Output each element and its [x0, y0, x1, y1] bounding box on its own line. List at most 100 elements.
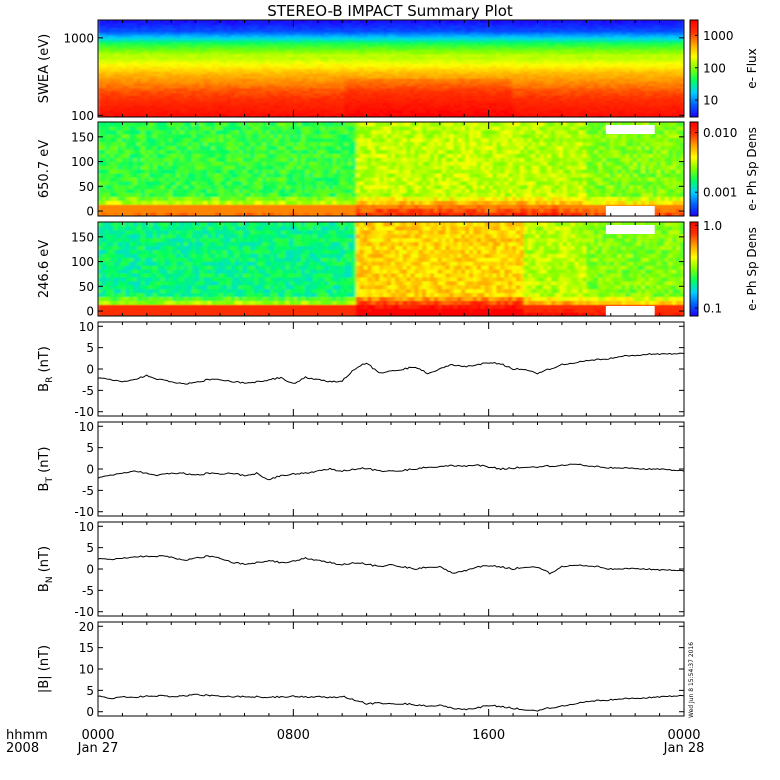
heatmap-cell: [512, 100, 517, 104]
heatmap-cell: [664, 109, 669, 113]
heatmap-cell: [449, 90, 455, 94]
heatmap-cell: [258, 97, 263, 101]
heatmap-cell: [570, 51, 576, 55]
heatmap-cell: [207, 75, 212, 79]
heatmap-cell: [527, 56, 533, 60]
heatmap-cell: [101, 114, 107, 117]
heatmap-cell: [340, 100, 345, 104]
heatmap-cell: [375, 41, 380, 45]
heatmap-cell: [449, 114, 455, 117]
heatmap-cell: [617, 39, 623, 43]
heatmap-cell: [465, 46, 470, 50]
heatmap-cell: [215, 85, 220, 89]
heatmap-cell: [543, 102, 548, 106]
heatmap-cell: [211, 63, 216, 67]
heatmap-cell: [324, 109, 330, 113]
heatmap-cell: [668, 97, 673, 101]
heatmap-cell: [433, 70, 439, 74]
heatmap-cell: [129, 109, 134, 113]
heatmap-cell: [133, 92, 138, 96]
heatmap-cell: [500, 73, 505, 77]
heatmap-cell: [172, 109, 177, 113]
heatmap-cell: [160, 68, 166, 72]
heatmap-cell: [512, 61, 517, 65]
heatmap-cell: [258, 87, 263, 91]
heatmap-cell: [617, 85, 623, 89]
heatmap-cell: [371, 56, 376, 60]
heatmap-cell: [144, 100, 150, 104]
heatmap-cell: [398, 36, 404, 40]
heatmap-cell: [172, 61, 177, 65]
heatmap-cell: [418, 36, 423, 40]
heatmap-cell: [211, 70, 216, 74]
heatmap-cell: [195, 102, 201, 106]
heatmap-cell: [269, 95, 275, 99]
heatmap-cell: [660, 39, 666, 43]
heatmap-cell: [473, 87, 478, 91]
heatmap-cell: [574, 66, 580, 70]
heatmap-cell: [203, 36, 208, 40]
heatmap-cell: [262, 75, 267, 79]
heatmap-cell: [129, 100, 134, 104]
heatmap-cell: [437, 107, 443, 111]
heatmap-cell: [359, 46, 365, 50]
heatmap-cell: [371, 80, 376, 84]
heatmap-cell: [558, 104, 564, 108]
heatmap-cell: [453, 104, 459, 108]
heatmap-cell: [144, 51, 150, 55]
heatmap-cell: [644, 58, 650, 62]
heatmap-cell: [160, 112, 166, 116]
heatmap-cell: [605, 58, 611, 62]
heatmap-cell: [551, 100, 556, 104]
heatmap-cell: [105, 85, 111, 89]
heatmap-cell: [375, 39, 380, 43]
heatmap-cell: [383, 78, 388, 82]
heatmap-cell: [289, 102, 294, 106]
heatmap-cell: [355, 44, 361, 48]
heatmap-cell: [598, 51, 603, 55]
heatmap-cell: [676, 46, 681, 50]
heatmap-cell: [621, 97, 626, 101]
heatmap-cell: [594, 87, 599, 91]
heatmap-cell: [668, 102, 673, 106]
heatmap-cell: [621, 53, 626, 57]
heatmap-cell: [453, 70, 459, 74]
heatmap-cell: [301, 80, 306, 84]
heatmap-cell: [98, 97, 103, 101]
heatmap-cell: [504, 46, 509, 50]
heatmap-cell: [461, 46, 466, 50]
heatmap-cell: [273, 80, 279, 84]
heatmap-cell: [148, 56, 154, 60]
heatmap-cell: [531, 56, 537, 60]
heatmap-cell: [519, 97, 525, 101]
heatmap-cell: [484, 44, 490, 48]
heatmap-cell: [281, 104, 287, 108]
heatmap-cell: [269, 70, 275, 74]
heatmap-cell: [273, 56, 279, 60]
heatmap-cell: [160, 78, 166, 82]
heatmap-cell: [383, 53, 388, 57]
heatmap-cell: [629, 41, 634, 45]
heatmap-cell: [305, 112, 310, 116]
heatmap-cell: [617, 80, 623, 84]
heatmap-cell: [449, 36, 455, 40]
heatmap-cell: [601, 61, 607, 65]
heatmap-cell: [641, 97, 646, 101]
heatmap-cell: [668, 56, 673, 60]
heatmap-cell: [344, 92, 349, 96]
heatmap-cell: [578, 85, 584, 89]
heatmap-cell: [285, 95, 291, 99]
heatmap-cell: [590, 109, 595, 113]
heatmap-cell: [351, 102, 357, 106]
heatmap-cell: [340, 75, 345, 79]
heatmap-cell: [195, 112, 201, 116]
heatmap-cell: [535, 102, 541, 106]
heatmap-cell: [504, 73, 509, 77]
heatmap-cell: [562, 70, 568, 74]
heatmap-cell: [336, 73, 341, 77]
heatmap-cell: [383, 90, 388, 94]
heatmap-cell: [480, 104, 486, 108]
heatmap-cell: [258, 90, 263, 94]
heatmap-cell: [133, 36, 138, 40]
heatmap-cell: [254, 97, 259, 101]
